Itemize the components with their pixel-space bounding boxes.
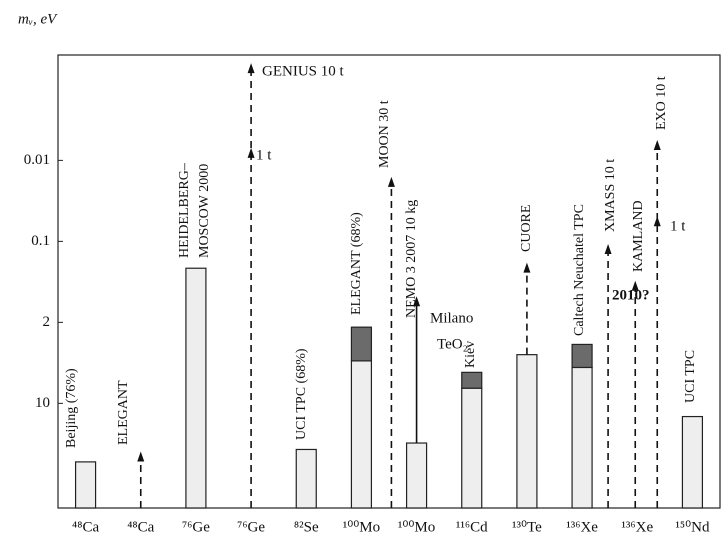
x-tick-label: ⁴⁸Ca [72, 519, 99, 535]
arrow-head [413, 296, 421, 307]
annotation: ELEGANT [116, 380, 131, 445]
x-tick-label: ⁴⁸Ca [127, 519, 154, 535]
x-tick-label: ¹³⁶Xe [621, 519, 653, 535]
annotation: GENIUS 10 t [262, 63, 344, 79]
annotation: HEIDELBERG– [177, 162, 192, 258]
annotation: Kiev [463, 341, 478, 368]
arrow-head [387, 176, 395, 187]
bar [516, 354, 538, 509]
x-tick-label: ¹³⁰Te [512, 519, 542, 535]
bar [350, 360, 373, 509]
annotation: Beijing (76%) [64, 368, 79, 448]
annotation: UCI TPC (68%) [294, 348, 309, 440]
x-tick-label: ⁷⁶Ge [237, 519, 265, 535]
arrow-head [247, 63, 255, 74]
y-tick-label: 0.1 [31, 233, 50, 249]
annotation: 1 t [670, 218, 686, 234]
annotation: ELEGANT (68%) [349, 212, 364, 315]
annotation: XMASS 10 t [603, 159, 618, 232]
arrow-head [653, 139, 661, 150]
x-tick-label: ¹⁰⁰Mo [343, 519, 380, 535]
bar-segment [350, 326, 373, 362]
annotation: Caltech Neuchatel TPC [572, 204, 587, 336]
bar-segment [461, 371, 483, 389]
annotation: CUORE [519, 205, 534, 252]
arrow-head [137, 451, 145, 462]
bar [461, 387, 483, 509]
bar-segment [571, 343, 593, 369]
bar [405, 442, 428, 509]
bar [571, 366, 593, 509]
arrow-head [653, 216, 661, 227]
y-tick-label: 10 [35, 395, 50, 411]
x-tick-label: ¹¹⁶Cd [456, 519, 488, 535]
y-tick-label: 2 [43, 314, 51, 330]
annotation: TeO₂ [437, 336, 468, 352]
arrow-head [604, 243, 612, 254]
annotation: EXO 10 t [654, 76, 669, 130]
annotation: 2010? [612, 287, 650, 303]
arrow-head [523, 262, 531, 273]
annotation: NEMO 3 2007 10 kg [404, 200, 419, 318]
annotation: 1 t [256, 147, 272, 163]
annotation: Milano [430, 310, 473, 326]
bar [295, 448, 317, 509]
y-axis-label: mᵥ, eV [18, 11, 58, 27]
x-tick-label: ⁸²Se [294, 519, 319, 535]
bar [74, 461, 97, 509]
arrow-head [247, 147, 255, 158]
bar [185, 267, 207, 509]
x-tick-label: ¹³⁶Xe [566, 519, 598, 535]
x-tick-label: ⁷⁶Ge [182, 519, 210, 535]
annotations: Beijing (76%) ELEGANT HEIDELBERG– MOSCOW… [64, 63, 698, 448]
annotation: MOSCOW 2000 [197, 164, 212, 258]
arrow-head [631, 280, 639, 291]
x-tick-label: ¹⁵⁰Nd [675, 519, 710, 535]
plot-frame [57, 54, 721, 509]
annotation: KAMLAND [631, 200, 646, 272]
annotation: MOON 30 t [377, 100, 392, 168]
annotation: UCI TPC [683, 350, 698, 403]
x-tick-label: ¹⁰⁰Mo [398, 519, 435, 535]
y-tick-label: 0.01 [24, 152, 50, 168]
bar [681, 415, 704, 509]
